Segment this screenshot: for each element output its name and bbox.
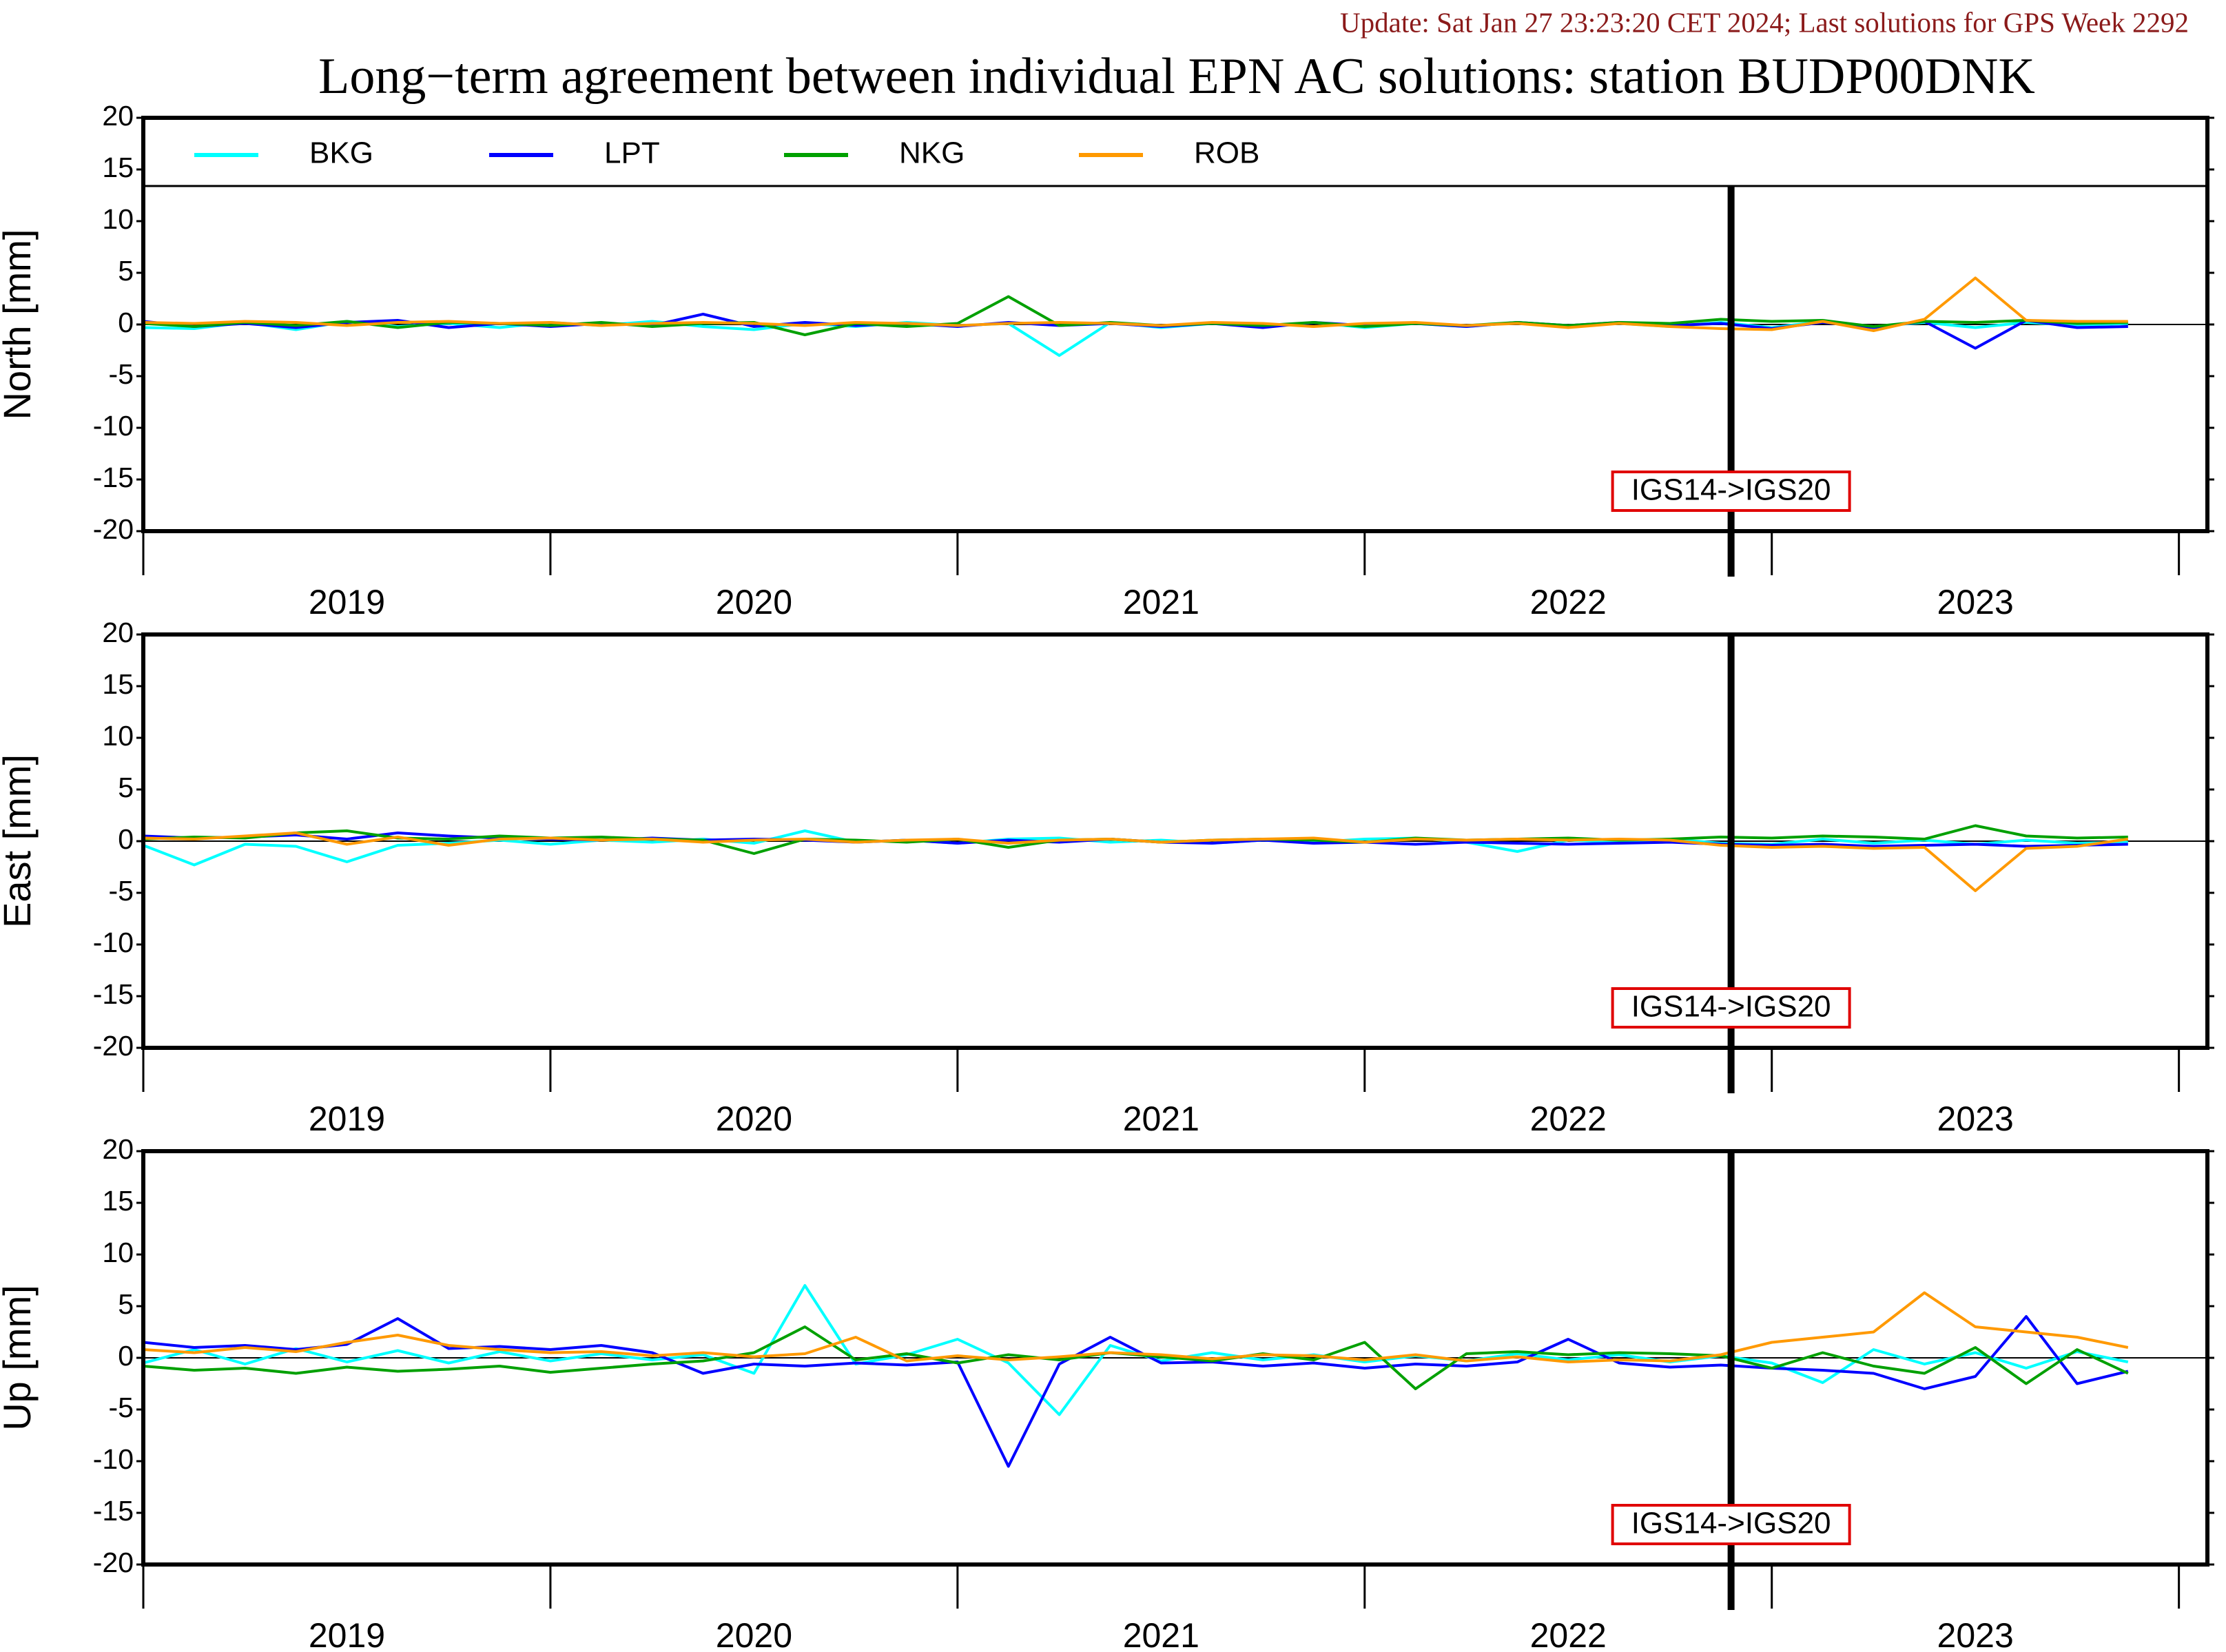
- x-tick-label: 2022: [1530, 1616, 1607, 1652]
- event-label: IGS14->IGS20: [1631, 990, 1831, 1024]
- legend-label: BKG: [309, 136, 373, 170]
- x-tick-label: 2023: [1937, 583, 2014, 621]
- plot-frame: [141, 1149, 2209, 1567]
- y-tick-label: 5: [118, 1288, 134, 1320]
- x-tick-label: 2023: [1937, 1616, 2014, 1652]
- event-box: [1611, 471, 1851, 512]
- y-tick-label: 10: [102, 203, 134, 235]
- y-tick-label: 20: [102, 1133, 134, 1165]
- y-tick-label: 0: [118, 1340, 134, 1372]
- event-label: IGS14->IGS20: [1631, 473, 1831, 507]
- y-tick-label: 0: [118, 823, 134, 855]
- y-tick-label: -5: [109, 875, 134, 907]
- y-tick-label: -5: [109, 1392, 134, 1423]
- event-box: [1611, 1504, 1851, 1545]
- y-tick-label: -10: [93, 410, 134, 442]
- y-tick-label: -20: [93, 513, 134, 545]
- x-tick-label: 2021: [1123, 583, 1199, 621]
- x-tick-label: 2020: [716, 583, 792, 621]
- y-tick-label: -10: [93, 927, 134, 958]
- y-tick-label: -10: [93, 1443, 134, 1475]
- y-tick-label: 0: [118, 307, 134, 338]
- legend-label: LPT: [604, 136, 660, 170]
- y-tick-label: -20: [93, 1547, 134, 1578]
- x-tick-label: 2019: [309, 583, 385, 621]
- x-tick-label: 2021: [1123, 1616, 1199, 1652]
- series-line: [143, 1291, 2129, 1363]
- x-tick-label: 2019: [309, 1616, 385, 1652]
- y-tick-label: 10: [102, 720, 134, 752]
- x-tick-label: 2020: [716, 1616, 792, 1652]
- x-tick-label: 2019: [309, 1099, 385, 1138]
- legend-label: ROB: [1194, 136, 1259, 170]
- y-tick-label: 5: [118, 772, 134, 803]
- series-line: [143, 276, 2128, 332]
- y-tick-label: 20: [102, 100, 134, 132]
- y-tick-label: -15: [93, 978, 134, 1010]
- series-line: [143, 832, 2129, 892]
- chart-title: Long−term agreement between individual E…: [318, 48, 2035, 105]
- y-axis-label: East [mm]: [0, 754, 39, 928]
- x-tick-label: 2023: [1937, 1099, 2014, 1138]
- y-tick-label: -5: [109, 358, 134, 390]
- update-note: Update: Sat Jan 27 23:23:20 CET 2024; La…: [1340, 6, 2189, 38]
- y-tick-label: 20: [102, 617, 134, 648]
- y-axis-label: Up [mm]: [0, 1285, 39, 1431]
- y-tick-label: 15: [102, 152, 134, 183]
- event-box: [1611, 987, 1851, 1029]
- y-tick-label: -15: [93, 462, 134, 493]
- plot-frame: [141, 116, 2209, 533]
- y-tick-label: 15: [102, 1185, 134, 1217]
- y-axis-label: North [mm]: [0, 229, 39, 420]
- y-tick-label: 5: [118, 255, 134, 287]
- plot-frame: [141, 632, 2209, 1050]
- y-tick-label: -20: [93, 1030, 134, 1062]
- y-tick-label: 15: [102, 668, 134, 700]
- x-tick-label: 2021: [1123, 1099, 1199, 1138]
- y-tick-label: 10: [102, 1237, 134, 1268]
- event-label: IGS14->IGS20: [1631, 1507, 1831, 1540]
- x-tick-label: 2020: [716, 1099, 792, 1138]
- x-tick-label: 2022: [1530, 583, 1607, 621]
- legend-label: NKG: [899, 136, 965, 170]
- y-tick-label: -15: [93, 1495, 134, 1527]
- x-tick-label: 2022: [1530, 1099, 1607, 1138]
